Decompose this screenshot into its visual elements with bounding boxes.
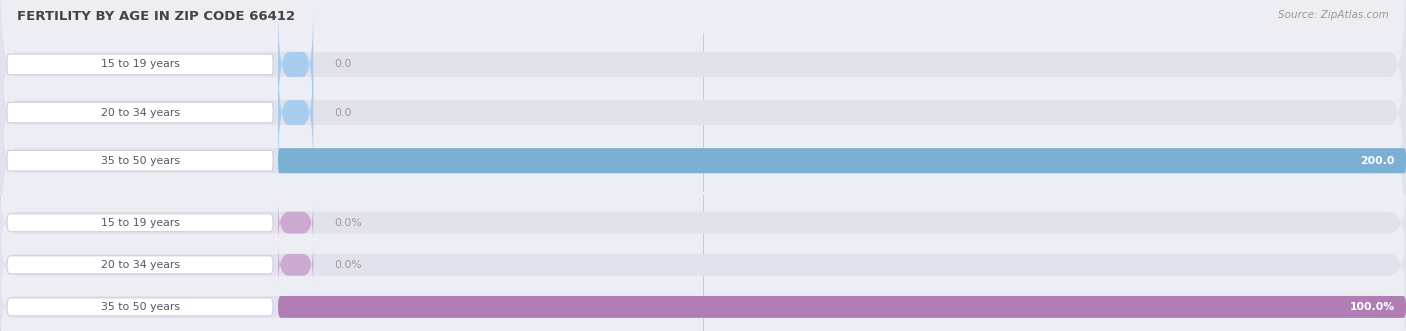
FancyBboxPatch shape (278, 5, 314, 124)
Text: 0.0: 0.0 (335, 108, 352, 118)
FancyBboxPatch shape (0, 10, 1406, 215)
Text: FERTILITY BY AGE IN ZIP CODE 66412: FERTILITY BY AGE IN ZIP CODE 66412 (17, 10, 295, 23)
Text: 15 to 19 years: 15 to 19 years (101, 218, 180, 228)
FancyBboxPatch shape (278, 148, 1406, 173)
FancyBboxPatch shape (0, 267, 1406, 331)
FancyBboxPatch shape (7, 298, 273, 316)
FancyBboxPatch shape (7, 150, 273, 171)
FancyBboxPatch shape (7, 256, 273, 274)
Text: Source: ZipAtlas.com: Source: ZipAtlas.com (1278, 10, 1389, 20)
FancyBboxPatch shape (278, 296, 1406, 318)
FancyBboxPatch shape (278, 244, 314, 285)
FancyBboxPatch shape (7, 102, 273, 123)
Text: 0.0%: 0.0% (335, 218, 363, 228)
Text: 200.0: 200.0 (1361, 156, 1395, 166)
FancyBboxPatch shape (0, 0, 1406, 167)
Text: 20 to 34 years: 20 to 34 years (101, 260, 180, 270)
Text: 15 to 19 years: 15 to 19 years (101, 59, 180, 70)
Text: 0.0%: 0.0% (335, 260, 363, 270)
Text: 35 to 50 years: 35 to 50 years (101, 302, 180, 312)
Text: 100.0%: 100.0% (1350, 302, 1395, 312)
FancyBboxPatch shape (0, 183, 1406, 262)
Text: 35 to 50 years: 35 to 50 years (101, 156, 180, 166)
FancyBboxPatch shape (7, 54, 273, 75)
Text: 20 to 34 years: 20 to 34 years (101, 108, 180, 118)
FancyBboxPatch shape (7, 214, 273, 232)
FancyBboxPatch shape (278, 53, 314, 172)
FancyBboxPatch shape (0, 225, 1406, 305)
FancyBboxPatch shape (0, 58, 1406, 264)
FancyBboxPatch shape (278, 202, 314, 243)
Text: 0.0: 0.0 (335, 59, 352, 70)
